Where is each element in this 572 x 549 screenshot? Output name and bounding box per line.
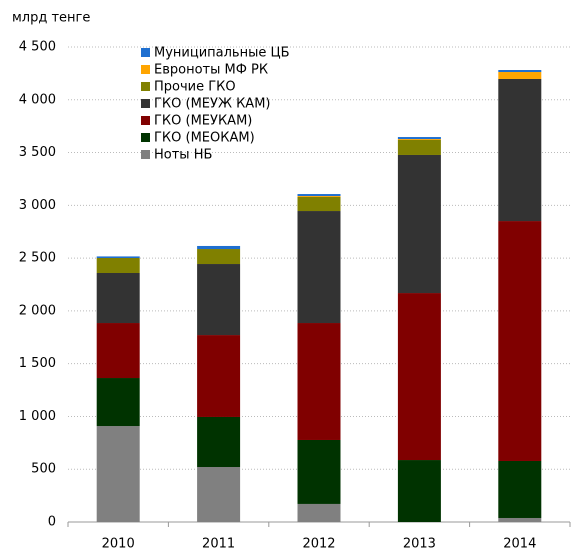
bar-segment	[498, 70, 542, 73]
x-tick-label: 2011	[202, 537, 235, 549]
y-tick-label: 1 000	[19, 409, 56, 424]
bar-segment	[197, 335, 241, 417]
bar-segment	[96, 258, 140, 273]
bar-segment	[498, 517, 542, 522]
bar-segment	[397, 460, 441, 522]
y-tick-label: 3 500	[19, 145, 56, 160]
legend-label: ГКО (МЕУЖ КАМ)	[154, 97, 271, 112]
bar-segment	[498, 460, 542, 518]
bar-segment	[498, 78, 542, 222]
x-tick-label: 2010	[102, 537, 135, 549]
y-tick-label: 1 500	[19, 356, 56, 371]
bar-segment	[197, 416, 241, 468]
y-tick-label: 4 500	[19, 40, 56, 55]
y-tick-label: 0	[48, 515, 56, 530]
legend-label: Муниципальные ЦБ	[154, 46, 290, 61]
x-tick-label: 2014	[503, 537, 536, 549]
bar-segment	[197, 467, 241, 522]
legend-swatch	[141, 48, 150, 57]
bar-segment	[197, 249, 241, 265]
y-axis-label: млрд тенге	[12, 11, 90, 26]
bar-segment	[197, 245, 241, 250]
legend-swatch	[141, 82, 150, 91]
legend-swatch	[141, 99, 150, 108]
bar-segment	[297, 323, 341, 440]
y-tick-label: 500	[31, 462, 56, 477]
bar-segment	[498, 72, 542, 79]
x-tick-label: 2013	[403, 537, 436, 549]
legend-label: Прочие ГКО	[154, 80, 236, 95]
bar-segment	[297, 439, 341, 504]
bar-segment	[197, 264, 241, 336]
bar-segment	[397, 293, 441, 461]
y-tick-label: 2 500	[19, 251, 56, 266]
y-tick-label: 3 000	[19, 198, 56, 213]
legend-label: Ноты НБ	[154, 148, 212, 163]
legend-label: Евроноты МФ РК	[154, 63, 268, 78]
bar-segment	[498, 221, 542, 461]
bar-segment	[397, 137, 441, 140]
bar-segment	[96, 272, 140, 324]
legend-swatch	[141, 116, 150, 125]
bar-segment	[297, 194, 341, 197]
bar-segment	[397, 139, 441, 155]
legend-label: ГКО (МЕУКАМ)	[154, 114, 252, 129]
bar-segment	[96, 378, 140, 427]
x-tick-label: 2012	[302, 537, 335, 549]
bar-segment	[297, 211, 341, 324]
bar-segment	[96, 426, 140, 522]
legend-swatch	[141, 150, 150, 159]
y-tick-label: 4 000	[19, 92, 56, 107]
bar-segment	[297, 196, 341, 212]
bar-segment	[397, 154, 441, 294]
bar-segment	[297, 503, 341, 522]
y-tick-label: 2 000	[19, 303, 56, 318]
legend-label: ГКО (МЕОКАМ)	[154, 131, 255, 146]
legend-swatch	[141, 133, 150, 142]
bar-segment	[297, 196, 341, 197]
bar-segment	[397, 139, 441, 140]
legend-swatch	[141, 65, 150, 74]
bar-segment	[96, 323, 140, 379]
bar-segment	[96, 256, 140, 259]
